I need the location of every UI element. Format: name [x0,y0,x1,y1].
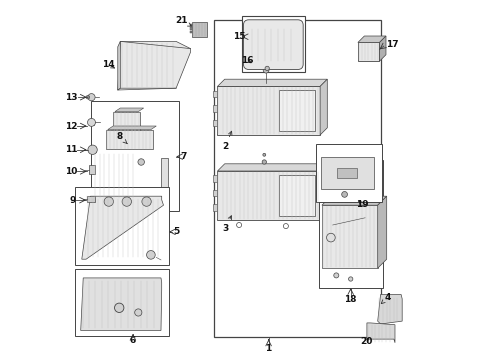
Bar [190,24,192,26]
Polygon shape [94,158,168,198]
Text: 14: 14 [102,60,115,69]
Bar [190,27,192,30]
Text: 19: 19 [356,200,368,209]
Bar [213,204,217,211]
Bar [190,31,192,33]
Bar [217,86,320,135]
Polygon shape [217,164,326,171]
Bar [315,144,382,202]
Polygon shape [115,108,143,112]
Bar [217,171,320,220]
Circle shape [86,95,89,99]
Bar [321,205,377,268]
Text: 13: 13 [64,93,77,102]
Bar [278,90,314,131]
Text: 18: 18 [344,295,356,305]
Bar [213,190,217,196]
Text: 7: 7 [180,152,186,161]
Bar [213,175,217,182]
Polygon shape [118,41,190,90]
Bar [318,160,383,288]
Text: 16: 16 [240,56,253,65]
Text: 11: 11 [64,145,77,154]
Bar [213,120,217,126]
Bar [75,269,168,336]
FancyBboxPatch shape [243,20,303,69]
Bar [357,42,379,61]
Circle shape [114,303,123,312]
Circle shape [263,153,265,156]
Circle shape [138,159,144,165]
Polygon shape [357,36,385,42]
Circle shape [87,118,95,126]
Polygon shape [377,294,401,324]
Text: 6: 6 [129,336,136,345]
Bar [87,196,95,202]
Circle shape [122,197,131,206]
Polygon shape [320,79,326,135]
Text: 9: 9 [69,196,76,204]
Bar [213,20,381,337]
Text: 15: 15 [233,32,245,41]
Bar [192,22,207,37]
Bar [337,168,356,178]
Circle shape [88,94,95,101]
Bar [213,105,217,112]
Circle shape [236,222,241,228]
Polygon shape [118,41,120,90]
Bar [213,91,217,97]
Bar [321,157,374,189]
Text: 5: 5 [173,228,180,237]
Bar [278,175,314,216]
Polygon shape [217,79,326,86]
Polygon shape [107,126,156,130]
Text: 2: 2 [222,131,231,151]
Text: 8: 8 [116,132,127,144]
Polygon shape [81,196,163,259]
Bar [89,147,96,152]
Circle shape [146,251,155,259]
Polygon shape [366,323,394,343]
Text: 10: 10 [65,167,77,176]
Bar [89,120,94,125]
Text: 12: 12 [64,122,77,131]
Circle shape [263,67,268,73]
Text: 4: 4 [381,293,390,303]
Text: 17: 17 [385,40,397,49]
Circle shape [264,66,269,71]
Bar [113,112,140,131]
Circle shape [326,233,335,242]
Circle shape [88,145,97,154]
Circle shape [341,192,347,197]
Polygon shape [379,36,385,61]
Bar [241,16,304,72]
Bar [106,130,152,149]
Text: 1: 1 [265,344,271,353]
Polygon shape [81,278,162,330]
Circle shape [348,277,352,281]
Polygon shape [377,196,386,268]
Text: 3: 3 [222,216,231,233]
Circle shape [283,224,288,229]
Circle shape [142,197,151,206]
Circle shape [262,160,266,164]
Circle shape [134,309,142,316]
Text: 21: 21 [175,17,191,26]
Circle shape [104,197,113,206]
Bar [89,165,95,174]
Text: 20: 20 [359,337,371,346]
Circle shape [333,273,338,278]
Bar [91,101,179,211]
Polygon shape [321,196,386,205]
Bar [75,187,168,265]
Polygon shape [320,164,326,220]
